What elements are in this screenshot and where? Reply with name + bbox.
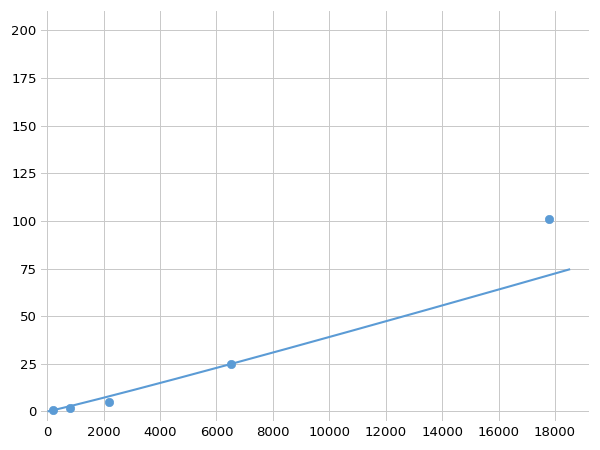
Point <box>104 398 114 405</box>
Point <box>65 404 74 411</box>
Point <box>48 406 58 413</box>
Point <box>545 216 554 223</box>
Point <box>226 360 235 368</box>
